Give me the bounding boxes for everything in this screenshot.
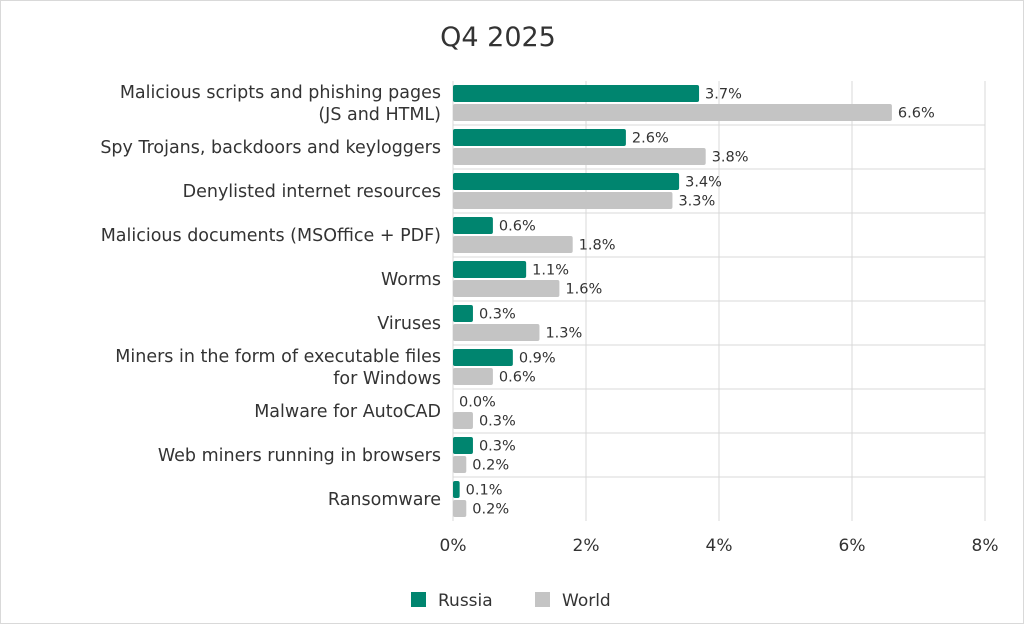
data-label-world-3: 1.8%: [579, 238, 616, 254]
category-labels: Malicious scripts and phishing pages (JS …: [100, 83, 441, 510]
category-label-line: Spy Trojans, backdoors and keyloggers: [100, 138, 441, 158]
bar-russia-8: [453, 437, 473, 454]
bar-russia-5: [453, 305, 473, 322]
category-label-2: Denylisted internet resources: [183, 182, 441, 202]
bar-world-6: [453, 368, 493, 385]
category-label-line: Viruses: [377, 314, 441, 334]
data-label-world-2: 3.3%: [678, 194, 715, 210]
bar-world-4: [453, 280, 560, 297]
x-tick-label-4: 8%: [972, 536, 999, 556]
category-label-4: Worms: [381, 270, 441, 290]
bar-russia-2: [453, 173, 680, 190]
data-label-russia-0: 3.7%: [705, 87, 742, 103]
data-labels: 3.7% 6.6% 2.6% 3.8% 3.4% 3.3% 0.6% 1.8% 1.1% 1.6%…: [459, 87, 935, 518]
legend-label-world: World: [562, 591, 611, 611]
data-label-world-6: 0.6%: [499, 370, 536, 386]
bar-world-2: [453, 192, 673, 209]
bar-world-8: [453, 456, 467, 473]
legend-label-russia: Russia: [438, 591, 493, 611]
x-axis-ticks: 0% 2% 4% 6% 8%: [440, 536, 999, 556]
category-label-8: Web miners running in browsers: [158, 446, 441, 466]
bar-russia-9: [453, 481, 460, 498]
category-label-line: Denylisted internet resources: [183, 182, 441, 202]
grid-lines: [452, 81, 986, 521]
category-label-line: Malicious documents (MSOffice + PDF): [101, 226, 441, 246]
chart-title: Q4 2025: [440, 22, 556, 53]
data-label-world-8: 0.2%: [472, 458, 509, 474]
bar-world-5: [453, 324, 540, 341]
category-label-line: Malware for AutoCAD: [254, 402, 441, 422]
data-label-russia-9: 0.1%: [466, 483, 503, 499]
category-label-line: Miners in the form of executable files: [115, 347, 441, 367]
bars-group: [453, 85, 892, 517]
category-label-3: Malicious documents (MSOffice + PDF): [101, 226, 441, 246]
bar-world-9: [453, 500, 467, 517]
category-label-line: Worms: [381, 270, 441, 290]
category-label-line: Web miners running in browsers: [158, 446, 441, 466]
legend-swatch-russia: [411, 592, 426, 607]
category-label-9: Ransomware: [328, 490, 441, 510]
category-label-6: Miners in the form of executable files fo…: [115, 347, 441, 389]
bar-russia-6: [453, 349, 513, 366]
data-label-world-1: 3.8%: [712, 150, 749, 166]
x-tick-label-1: 2%: [573, 536, 600, 556]
data-label-russia-1: 2.6%: [632, 131, 669, 147]
data-label-russia-8: 0.3%: [479, 439, 516, 455]
legend-swatch-world: [535, 592, 550, 607]
bar-russia-4: [453, 261, 527, 278]
data-label-russia-5: 0.3%: [479, 307, 516, 323]
bar-russia-1: [453, 129, 626, 146]
category-label-line: for Windows: [333, 369, 441, 389]
category-label-line: Ransomware: [328, 490, 441, 510]
data-label-world-0: 6.6%: [898, 106, 935, 122]
category-label-1: Spy Trojans, backdoors and keyloggers: [100, 138, 441, 158]
category-label-5: Viruses: [377, 314, 441, 334]
bar-world-3: [453, 236, 573, 253]
category-label-line: (JS and HTML): [318, 105, 441, 125]
x-tick-label-3: 6%: [839, 536, 866, 556]
category-label-7: Malware for AutoCAD: [254, 402, 441, 422]
data-label-world-9: 0.2%: [472, 502, 509, 518]
x-tick-label-0: 0%: [440, 536, 467, 556]
data-label-world-4: 1.6%: [565, 282, 602, 298]
legend: Russia World: [411, 591, 611, 611]
data-label-russia-4: 1.1%: [532, 263, 569, 279]
data-label-russia-3: 0.6%: [499, 219, 536, 235]
data-label-russia-2: 3.4%: [685, 175, 722, 191]
data-label-world-5: 1.3%: [545, 326, 582, 342]
bar-russia-3: [453, 217, 493, 234]
x-tick-label-2: 4%: [706, 536, 733, 556]
bar-world-1: [453, 148, 706, 165]
category-label-line: Malicious scripts and phishing pages: [120, 83, 441, 103]
bar-world-0: [453, 104, 892, 121]
data-label-russia-7: 0.0%: [459, 395, 496, 411]
data-label-russia-6: 0.9%: [519, 351, 556, 367]
category-label-0: Malicious scripts and phishing pages (JS …: [120, 83, 441, 125]
bar-russia-0: [453, 85, 700, 102]
data-label-world-7: 0.3%: [479, 414, 516, 430]
bar-world-7: [453, 412, 473, 429]
